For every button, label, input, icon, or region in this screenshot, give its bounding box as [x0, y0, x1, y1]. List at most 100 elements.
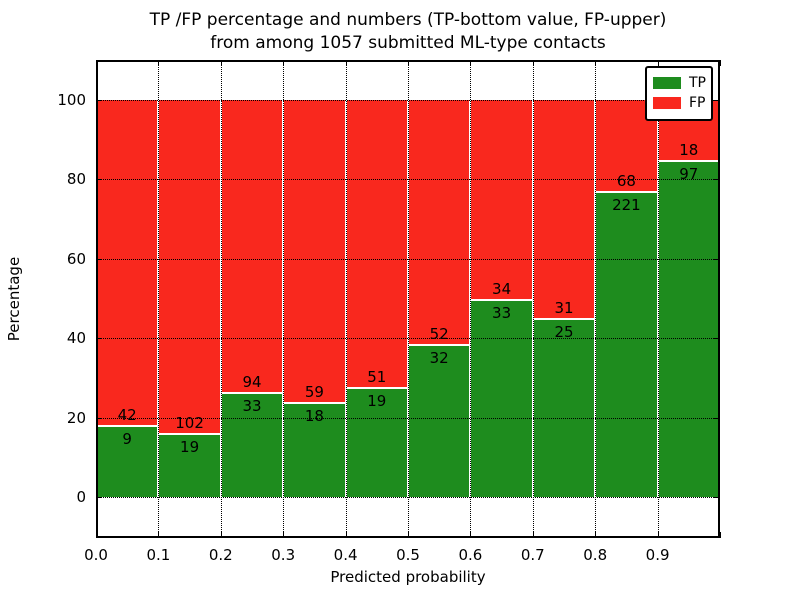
- v-gridline: [408, 60, 409, 538]
- bar-label-fp: 94: [242, 372, 262, 391]
- x-tick-mark: [283, 532, 285, 538]
- y-tick-mark: [96, 258, 102, 260]
- stacked-bar: [346, 60, 408, 538]
- bar-label-tp: 18: [304, 407, 324, 426]
- bar-segment-tp: [533, 319, 595, 497]
- legend-entry-tp: TP: [653, 75, 706, 91]
- y-axis-label: Percentage: [5, 256, 23, 342]
- bar-label-fp: 102: [175, 413, 204, 432]
- x-tick-mark: [470, 532, 472, 538]
- bar-segment-tp: [159, 434, 220, 497]
- x-tick-label: 0.7: [520, 546, 545, 564]
- bar-segment-tp: [346, 389, 407, 497]
- y-tick-label: 40: [66, 329, 86, 348]
- x-tick-mark: [470, 60, 472, 66]
- v-gridline: [470, 60, 472, 538]
- x-tick-mark: [408, 532, 409, 538]
- v-gridline: [595, 60, 597, 538]
- y-tick-label: 60: [66, 249, 86, 268]
- x-tick-label: 0.5: [396, 546, 420, 564]
- stacked-bar: [283, 60, 345, 538]
- x-tick-mark: [595, 532, 597, 538]
- bar-segment-fp: [533, 100, 595, 320]
- x-tick-mark: [408, 60, 409, 66]
- x-tick-mark: [158, 532, 160, 538]
- y-tick-mark: [714, 338, 720, 340]
- bar-label-tp: 221: [612, 196, 641, 215]
- legend-entry-fp: FP: [653, 95, 706, 111]
- y-tick-mark: [96, 417, 102, 419]
- bar-segment-tp: [97, 426, 158, 497]
- y-tick-mark: [96, 497, 102, 498]
- bar-label-fp: 68: [616, 172, 636, 191]
- stacked-bar: [408, 60, 470, 538]
- bar-label-fp: 31: [554, 298, 574, 317]
- y-tick-mark: [96, 338, 102, 340]
- x-tick-mark: [720, 60, 721, 66]
- x-tick-label: 0.8: [583, 546, 608, 564]
- y-tick-mark: [96, 179, 102, 181]
- tp-color-swatch: [653, 77, 681, 89]
- x-tick-label: 0.4: [333, 546, 358, 564]
- x-tick-label: 0.6: [458, 546, 483, 564]
- v-gridline: [657, 60, 659, 538]
- stacked-bar: [533, 60, 595, 538]
- x-tick-mark: [657, 60, 659, 66]
- bar-segment-fp: [159, 100, 220, 435]
- bar-label-fp: 42: [117, 405, 137, 424]
- plot-area: 42 9 102 19 94 33 59 18 51 19 52 32 34 33 31 25 68 221 18 9…: [96, 60, 721, 538]
- v-gridline: [283, 60, 285, 538]
- bar-segment-fp: [346, 100, 407, 390]
- v-gridline: [220, 60, 222, 538]
- x-tick-mark: [345, 532, 347, 538]
- stacked-bar: [96, 60, 158, 538]
- fp-color-swatch: [653, 97, 681, 109]
- y-tick-mark: [714, 417, 720, 419]
- stacked-bar: [658, 60, 720, 538]
- x-tick-mark: [220, 532, 222, 538]
- bar-label-fp: 18: [679, 141, 699, 160]
- bar-segment-fp: [471, 100, 532, 302]
- bar-label-tp: 33: [242, 396, 262, 415]
- bar-segment-fp: [409, 100, 470, 346]
- chart-title-line1: TP /FP percentage and numbers (TP-bottom…: [149, 10, 667, 30]
- x-axis-label: Predicted probability: [330, 568, 486, 586]
- x-tick-label: 0.0: [84, 546, 108, 564]
- y-tick-label: 0: [76, 488, 86, 506]
- y-tick-mark: [714, 100, 720, 101]
- bar-label-fp: 51: [367, 368, 387, 387]
- x-tick-mark: [595, 60, 597, 66]
- x-tick-mark: [532, 60, 534, 66]
- legend: TP FP: [645, 66, 713, 121]
- y-tick-label: 20: [66, 408, 86, 427]
- chart-title-line2: from among 1057 submitted ML-type contac…: [210, 33, 606, 53]
- y-tick-label: 80: [66, 170, 86, 189]
- v-gridline: [158, 60, 160, 538]
- x-tick-label: 0.9: [645, 546, 670, 564]
- bar-segment-tp: [284, 404, 345, 497]
- bar-label-tp: 19: [367, 392, 387, 411]
- bar-segment-tp: [471, 301, 532, 497]
- bar-segment-fp: [221, 100, 283, 394]
- stacked-bar: [470, 60, 532, 538]
- x-tick-mark: [345, 60, 347, 66]
- x-tick-mark: [532, 532, 534, 538]
- stacked-bar: [221, 60, 283, 538]
- bar-segment-tp: [409, 345, 470, 497]
- y-tick-mark: [714, 179, 720, 181]
- bar-label-tp: 33: [492, 304, 512, 323]
- bar-label-fp: 52: [429, 324, 449, 343]
- y-tick-mark: [714, 258, 720, 260]
- bar-segment-fp: [97, 100, 158, 427]
- x-tick-mark: [720, 532, 721, 538]
- bar-label-fp: 34: [492, 280, 512, 299]
- bar-segment-tp: [658, 162, 719, 497]
- bar-label-fp: 59: [304, 383, 324, 402]
- bar-segment-fp: [284, 100, 345, 405]
- y-tick-mark: [96, 100, 102, 101]
- x-tick-label: 0.1: [146, 546, 171, 564]
- y-tick-mark: [714, 497, 720, 498]
- bar-label-tp: 97: [679, 165, 699, 184]
- v-gridline: [532, 60, 534, 538]
